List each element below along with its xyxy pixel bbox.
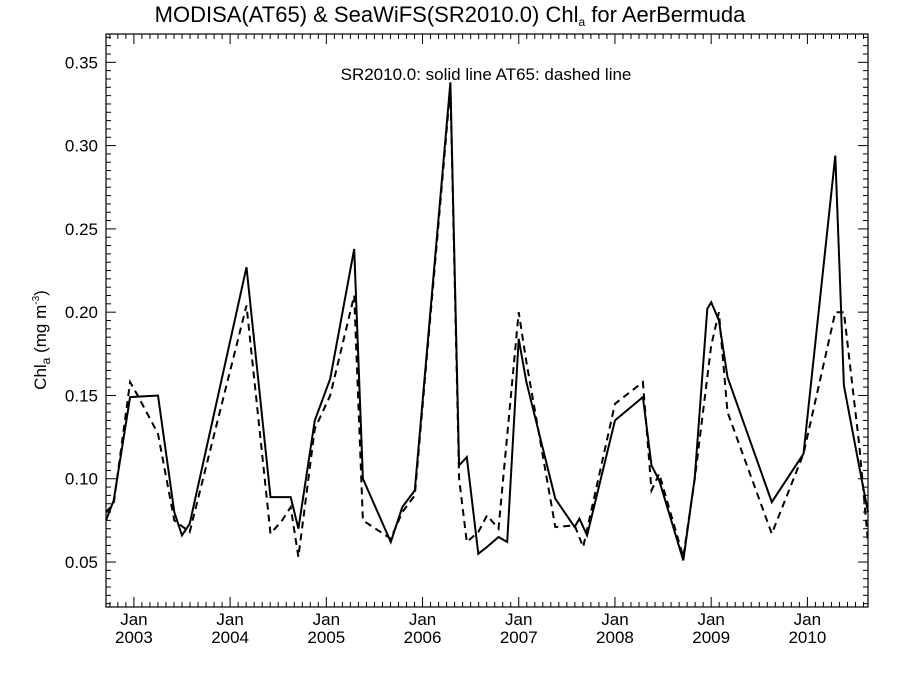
x-tick-month-label: Jan [313,610,340,629]
x-tick-year-label: 2009 [692,628,730,647]
x-tick-year-label: 2004 [211,628,249,647]
x-tick-year-label: 2007 [500,628,538,647]
series-line-sr2010-0 [105,82,869,561]
x-tick-year-label: 2010 [788,628,826,647]
x-tick-month-label: Jan [216,610,243,629]
y-tick-label: 0.25 [65,220,98,239]
x-tick-year-label: 2005 [307,628,345,647]
x-tick-month-label: Jan [601,610,628,629]
y-tick-label: 0.05 [65,553,98,572]
series-line-at65 [105,87,869,558]
x-tick-month-label: Jan [697,610,724,629]
x-tick-year-label: 2006 [404,628,442,647]
series-lines [105,82,869,561]
x-tick-year-label: 2008 [596,628,634,647]
x-tick-month-label: Jan [794,610,821,629]
y-tick-label: 0.15 [65,386,98,405]
x-tick-month-label: Jan [505,610,532,629]
y-tick-label: 0.30 [65,137,98,156]
legend-annotation: SR2010.0: solid line AT65: dashed line [341,65,632,84]
chart-title: MODISA(AT65) & SeaWiFS(SR2010.0) Chla fo… [154,2,746,29]
x-tick-month-label: Jan [409,610,436,629]
y-tick-label: 0.10 [65,470,98,489]
x-tick-month-label: Jan [120,610,147,629]
y-tick-label: 0.20 [65,303,98,322]
y-tick-label: 0.35 [65,53,98,72]
axis-ticks: 0.050.100.150.200.250.300.35Jan2003Jan20… [65,34,868,647]
plot-frame [105,33,869,608]
x-tick-year-label: 2003 [115,628,153,647]
